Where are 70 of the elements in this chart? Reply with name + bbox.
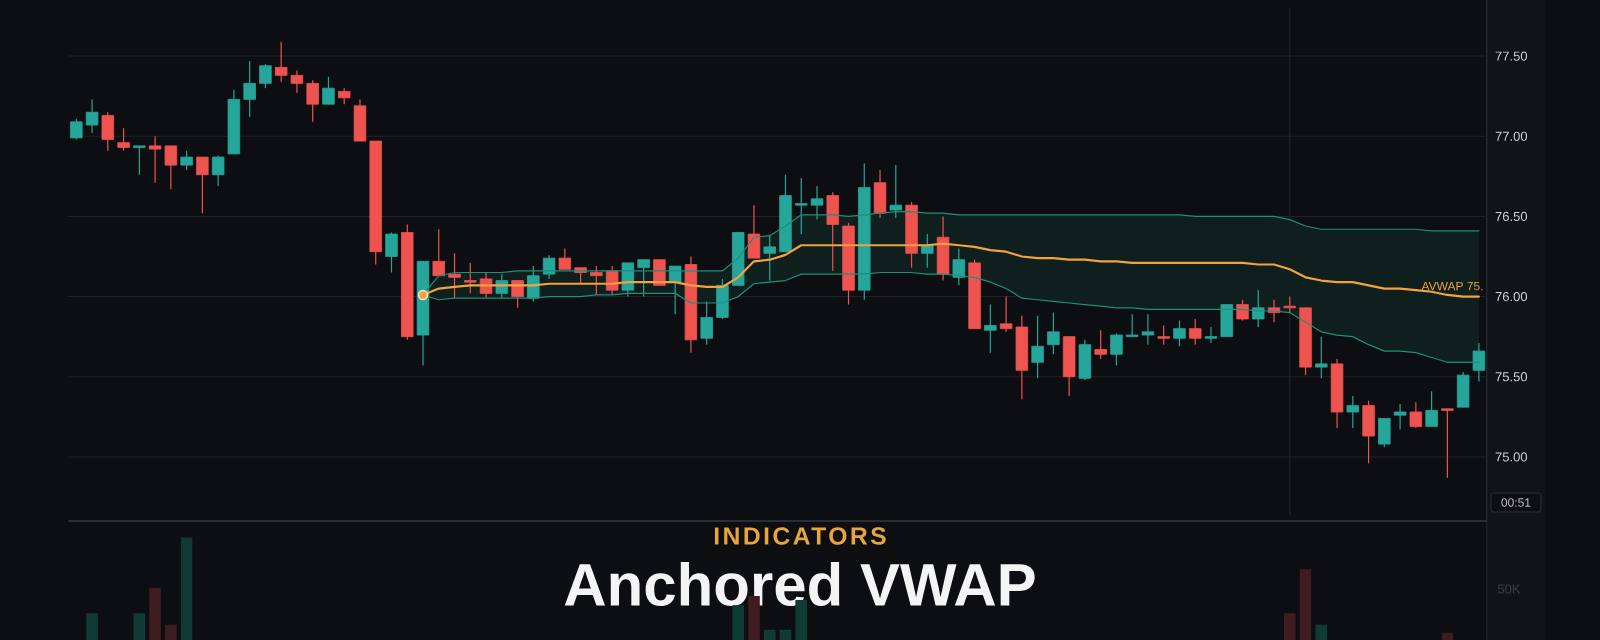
bar bbox=[1441, 632, 1454, 640]
candlestick bbox=[164, 145, 178, 190]
candlestick bbox=[1425, 390, 1438, 428]
candlestick bbox=[1173, 320, 1186, 347]
candlestick bbox=[274, 41, 288, 83]
candlestick bbox=[85, 98, 99, 134]
candlestick bbox=[889, 164, 903, 219]
bar bbox=[149, 587, 161, 640]
candlestick bbox=[1031, 315, 1044, 379]
bar bbox=[180, 537, 193, 640]
candlestick bbox=[306, 79, 319, 123]
text: 00:51 bbox=[1501, 498, 1531, 507]
candlestick bbox=[133, 145, 146, 176]
candlestick bbox=[1204, 326, 1218, 344]
candlestick bbox=[259, 63, 272, 89]
candlestick bbox=[590, 265, 603, 296]
candlestick bbox=[984, 303, 997, 354]
text: INDICATORS bbox=[714, 527, 886, 545]
bar bbox=[732, 605, 745, 640]
candlestick bbox=[1236, 299, 1249, 322]
candlestick bbox=[148, 135, 162, 184]
text: Anchored VWAP bbox=[564, 561, 1035, 607]
candlestick bbox=[999, 295, 1013, 333]
candlestick bbox=[211, 154, 225, 187]
candlestick bbox=[1141, 313, 1155, 346]
candlestick bbox=[1047, 312, 1060, 355]
y-tick-label: 75.50 bbox=[1495, 372, 1528, 382]
bar bbox=[165, 624, 177, 640]
y-tick-label: 75.00 bbox=[1495, 452, 1528, 462]
candlestick bbox=[322, 76, 335, 105]
bar bbox=[1315, 624, 1328, 640]
candlestick bbox=[243, 60, 256, 118]
y-tick-label: 77.00 bbox=[1495, 131, 1528, 141]
annotation: AVWAP 75. bbox=[1421, 281, 1483, 291]
candlestick bbox=[558, 247, 572, 270]
candlestick bbox=[1094, 329, 1107, 360]
bar bbox=[1299, 569, 1312, 640]
y-tick-label: 76.50 bbox=[1495, 211, 1528, 222]
candlestick bbox=[290, 69, 304, 94]
candlestick bbox=[763, 235, 776, 282]
candlestick bbox=[196, 156, 209, 214]
candlestick bbox=[1393, 403, 1407, 431]
candlestick bbox=[1346, 395, 1360, 429]
candlestick bbox=[1188, 318, 1202, 346]
candlestick bbox=[1441, 408, 1454, 479]
candlestick bbox=[1125, 313, 1139, 338]
candlestick bbox=[1472, 342, 1486, 383]
candlestick bbox=[180, 150, 193, 171]
candlestick bbox=[637, 259, 650, 298]
bar bbox=[133, 613, 146, 640]
candlestick bbox=[448, 252, 461, 299]
bar bbox=[86, 613, 98, 640]
candlestick bbox=[700, 300, 713, 346]
candlestick bbox=[432, 228, 445, 277]
candlestick bbox=[952, 247, 966, 286]
y-tick-label: 76.00 bbox=[1495, 291, 1528, 302]
bar bbox=[1283, 613, 1296, 640]
candlestick bbox=[117, 127, 130, 152]
candlestick bbox=[795, 177, 808, 235]
bar bbox=[763, 629, 776, 640]
candlestick bbox=[1409, 401, 1423, 429]
candlestick bbox=[921, 233, 934, 269]
candlestick bbox=[1157, 324, 1170, 346]
candlestick bbox=[1110, 332, 1123, 367]
candlestick bbox=[385, 231, 398, 274]
bar bbox=[779, 629, 792, 640]
candlestick bbox=[810, 185, 824, 221]
y-tick-label: 77.50 bbox=[1495, 51, 1528, 61]
candlestick bbox=[464, 262, 477, 294]
candlestick bbox=[1315, 336, 1328, 379]
